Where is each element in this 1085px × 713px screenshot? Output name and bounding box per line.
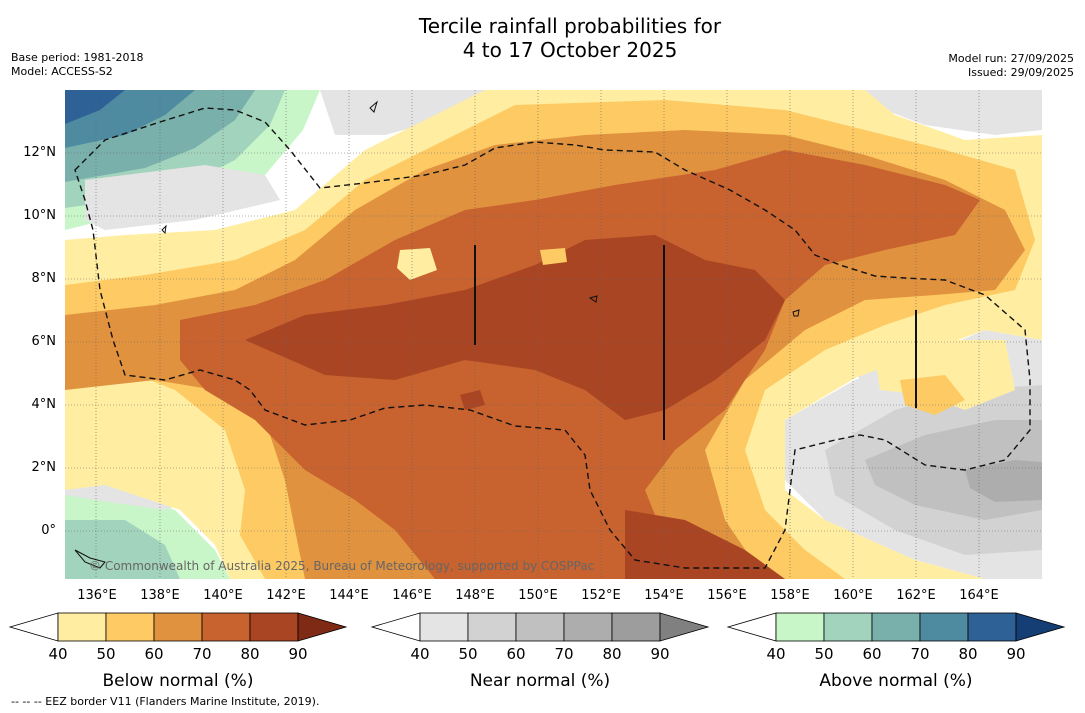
- below-normal-80-south: [625, 510, 785, 579]
- legend-colorbars: 40 50 60 70 80 90 Below normal (%) 40 50 60 70 80 90…: [8, 612, 1066, 691]
- near-normal-top-right: [865, 90, 1042, 135]
- colorbar-above-swatch-80: [967, 612, 1017, 642]
- lon-label-152e: 152°E: [581, 588, 621, 603]
- above-normal-90-zone: [65, 90, 125, 124]
- solid-boundary-lines: [474, 245, 917, 440]
- colorbar-below-tick: 80: [240, 645, 259, 663]
- colorbar-near-tick: 60: [506, 645, 525, 663]
- colorbar-above: 40 50 60 70 80 90 Above normal (%): [726, 612, 1066, 691]
- colorbar-below-swatch-80: [249, 612, 299, 642]
- near-normal-right-80: [965, 460, 1042, 502]
- lat-label-8n: 8°N: [31, 271, 57, 286]
- near-normal-upper-left: [85, 165, 280, 230]
- colorbar-near-over-triangle: [659, 612, 710, 642]
- colorbar-near-label: Near normal (%): [470, 671, 610, 691]
- colorbar-above-label: Above normal (%): [819, 671, 972, 691]
- lon-label-138e: 138°E: [140, 588, 180, 603]
- colorbar-near-swatch-70: [563, 612, 613, 642]
- colorbar-below-swatch-70: [201, 612, 251, 642]
- title-line-2: 4 to 17 October 2025: [462, 38, 678, 62]
- lon-label-158e: 158°E: [770, 588, 810, 603]
- map-title: Tercile rainfall probabilities for 4 to …: [0, 14, 1085, 62]
- colorbar-below-swatch-60: [153, 612, 203, 642]
- lat-label-10n: 10°N: [23, 208, 56, 223]
- lon-label-140e: 140°E: [203, 588, 243, 603]
- colorbar-below-tick: 50: [96, 645, 115, 663]
- meta-right: Model run: 27/09/2025 Issued: 29/09/2025: [948, 52, 1074, 80]
- lon-label-136e: 136°E: [77, 588, 117, 603]
- colorbar-above-swatch-70: [919, 612, 969, 642]
- above-normal-bottom-left-60: [65, 520, 180, 579]
- lon-label-148e: 148°E: [455, 588, 495, 603]
- colorbar-near-swatch-60: [515, 612, 565, 642]
- colorbar-above-tick: 70: [910, 645, 929, 663]
- colorbar-near-swatch-80: [611, 612, 661, 642]
- lon-label-150e: 150°E: [518, 588, 558, 603]
- colorbar-above-tick: 90: [1006, 645, 1025, 663]
- model-name: Model: ACCESS-S2: [11, 65, 113, 78]
- colorbar-below-tick: 70: [192, 645, 211, 663]
- map-canvas: © Commonwealth of Australia 2025, Bureau…: [65, 90, 1042, 579]
- lon-label-142e: 142°E: [266, 588, 306, 603]
- colorbar-above-swatch-60: [871, 612, 921, 642]
- title-line-1: Tercile rainfall probabilities for: [418, 14, 722, 38]
- colorbar-below-tick: 40: [48, 645, 67, 663]
- colorbar-above-tick: 80: [958, 645, 977, 663]
- lon-label-154e: 154°E: [644, 588, 684, 603]
- colorbar-below-over-triangle: [297, 612, 348, 642]
- colorbar-above-tick: 40: [766, 645, 785, 663]
- issued-date: Issued: 29/09/2025: [967, 66, 1074, 79]
- colorbar-near-tick: 40: [410, 645, 429, 663]
- near-normal-top-center: [320, 90, 485, 135]
- colorbar-below-tick: 90: [288, 645, 307, 663]
- colorbar-above-swatch-50: [823, 612, 873, 642]
- below-normal-50-island-2: [540, 248, 567, 265]
- colorbar-near-tick: 80: [602, 645, 621, 663]
- lat-label-12n: 12°N: [23, 145, 56, 160]
- island-outlines: [74, 100, 800, 569]
- colorbar-below-label: Below normal (%): [103, 671, 254, 691]
- colorbar-above-tick: 60: [862, 645, 881, 663]
- lon-label-160e: 160°E: [833, 588, 873, 603]
- lon-label-146e: 146°E: [392, 588, 432, 603]
- colorbar-below-tick: 60: [144, 645, 163, 663]
- colorbar-near-tick: 90: [650, 645, 669, 663]
- colorbar-above-under-triangle: [726, 612, 777, 642]
- colorbar-below: 40 50 60 70 80 90 Below normal (%): [8, 612, 348, 691]
- model-run: Model run: 27/09/2025: [948, 52, 1074, 65]
- lon-label-156e: 156°E: [707, 588, 747, 603]
- lat-label-4n: 4°N: [31, 397, 57, 412]
- lon-label-164e: 164°E: [959, 588, 999, 603]
- lon-label-162e: 162°E: [896, 588, 936, 603]
- meta-left: Base period: 1981-2018 Model: ACCESS-S2: [11, 51, 143, 79]
- colorbar-near-tick: 50: [458, 645, 477, 663]
- colorbar-near-swatch-50: [467, 612, 517, 642]
- copyright-text: © Commonwealth of Australia 2025, Bureau…: [89, 559, 594, 573]
- below-normal-40-island: [397, 248, 437, 280]
- colorbar-near-under-triangle: [370, 612, 421, 642]
- colorbar-above-swatch-40: [775, 612, 825, 642]
- colorbar-below-swatch-50: [105, 612, 155, 642]
- colorbar-below-swatch-40: [57, 612, 107, 642]
- colorbar-below-under-triangle: [8, 612, 59, 642]
- graticule: [65, 90, 1042, 579]
- lat-label-0: 0°: [41, 523, 56, 538]
- below-normal-80-small: [460, 390, 485, 410]
- lat-label-6n: 6°N: [31, 334, 57, 349]
- colorbar-above-tick: 50: [814, 645, 833, 663]
- colorbar-near-tick: 70: [554, 645, 573, 663]
- lon-label-144e: 144°E: [329, 588, 369, 603]
- colorbar-above-over-triangle: [1015, 612, 1066, 642]
- colorbar-near: 40 50 60 70 80 90 Near normal (%): [370, 612, 710, 691]
- eez-border: [74, 107, 1031, 569]
- rainfall-map: © Commonwealth of Australia 2025, Bureau…: [65, 90, 1042, 579]
- below-normal-80-zone: [245, 235, 785, 420]
- base-period: Base period: 1981-2018: [11, 51, 144, 64]
- eez-footnote: -- -- -- EEZ border V11 (Flanders Marine…: [11, 695, 320, 708]
- colorbar-near-swatch-40: [419, 612, 469, 642]
- lat-label-2n: 2°N: [31, 460, 57, 475]
